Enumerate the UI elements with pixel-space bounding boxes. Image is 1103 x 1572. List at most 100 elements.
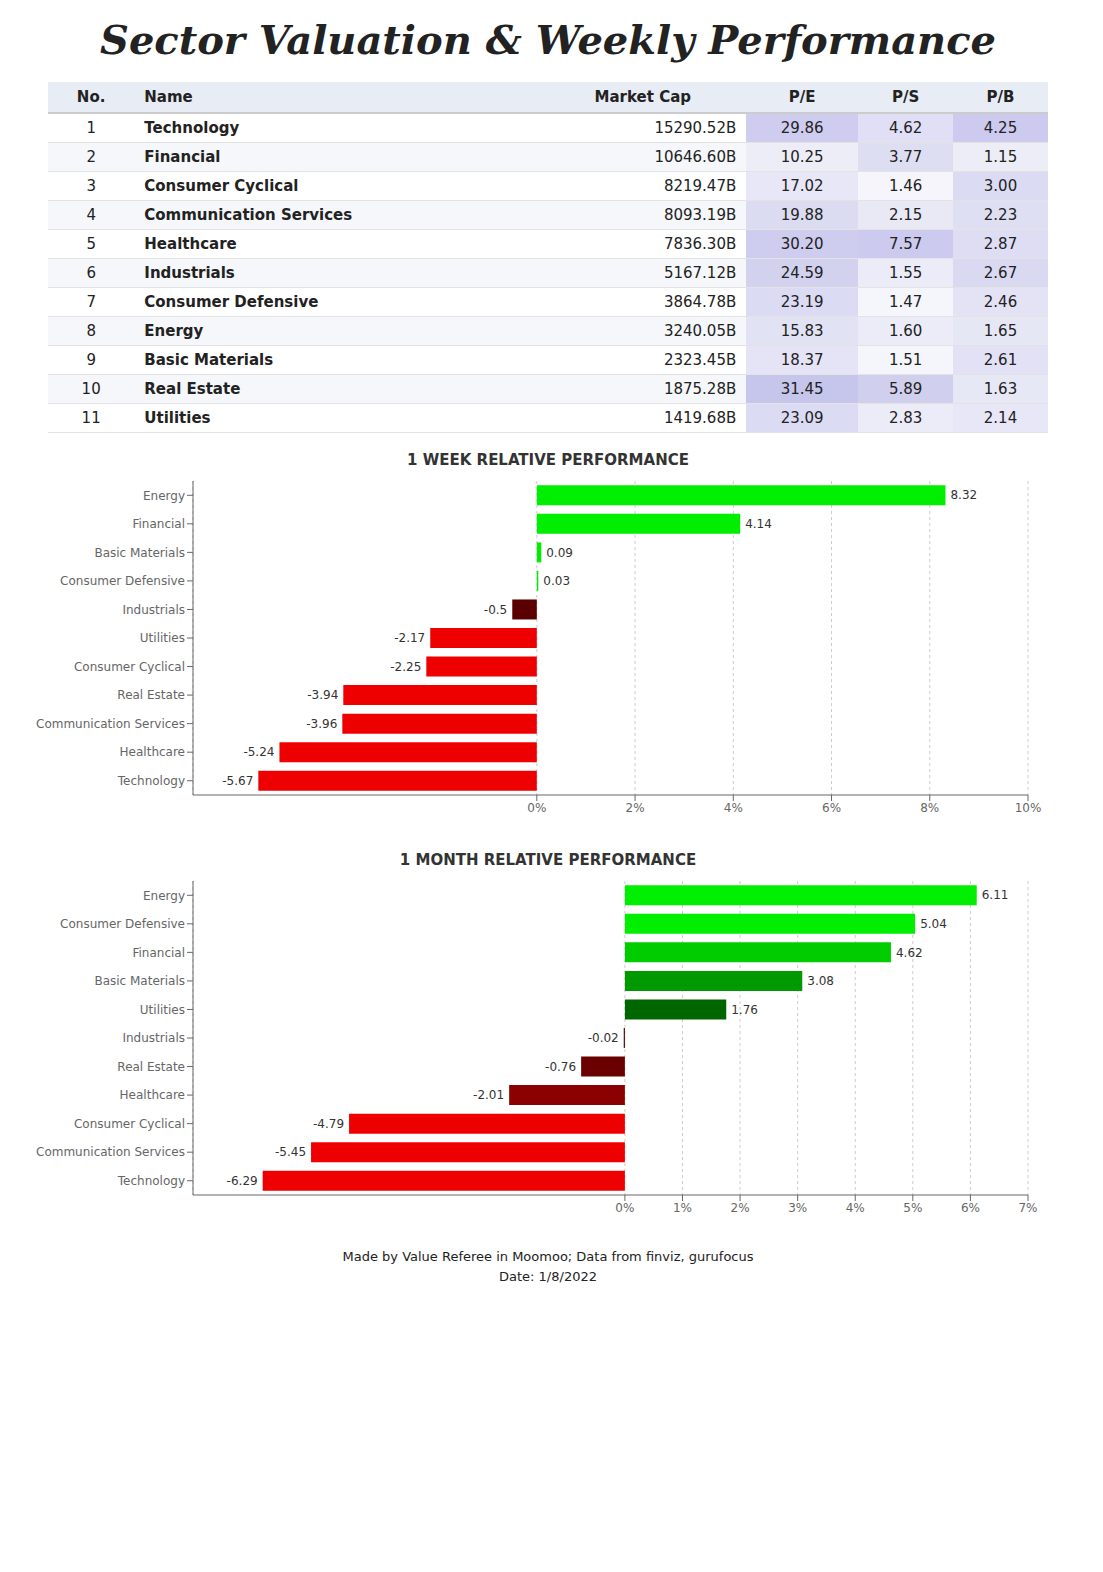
svg-text:Communication Services: Communication Services [36,1145,185,1159]
svg-text:Financial: Financial [132,517,185,531]
svg-text:-2.17: -2.17 [394,631,425,645]
svg-text:Real Estate: Real Estate [117,1060,185,1074]
svg-text:-2.25: -2.25 [390,660,421,674]
svg-text:8%: 8% [920,801,939,815]
html-text:1.47: 1.47 [888,293,923,311]
svg-text:4%: 4% [724,801,743,815]
svg-text:2%: 2% [731,1201,750,1215]
svg-text:Real Estate: Real Estate [117,688,185,702]
svg-text:Consumer Defensive: Consumer Defensive [60,574,185,588]
html-text:10.25: 10.25 [780,148,824,166]
svg-text:3%: 3% [788,1201,807,1215]
svg-text:Utilities: Utilities [140,1003,185,1017]
svg-text:6%: 6% [822,801,841,815]
svg-text:-4.79: -4.79 [313,1117,344,1131]
svg-text:Basic Materials: Basic Materials [94,546,185,560]
svg-text:-0.5: -0.5 [484,603,507,617]
svg-text:Industrials: Industrials [122,1031,185,1045]
svg-text:6.11: 6.11 [982,888,1009,902]
svg-text:Consumer Defensive: Consumer Defensive [60,917,185,931]
html-text:Market Cap: Market Cap [594,88,691,106]
svg-text:Energy: Energy [143,489,185,503]
html-text:3.00: 3.00 [983,177,1018,195]
html-text:15290.52B: 15290.52B [654,119,737,137]
html-text:17.02: 17.02 [780,177,824,195]
html-text:Consumer Cyclical: Consumer Cyclical [144,177,299,195]
html-text:Healthcare: Healthcare [144,235,237,253]
svg-text:0%: 0% [615,1201,634,1215]
html-text:5167.12B: 5167.12B [663,264,737,282]
svg-text:-5.24: -5.24 [243,745,274,759]
html-text:Financial: Financial [144,148,221,166]
html-text:Communication Services: Communication Services [144,206,353,224]
html-text:24.59: 24.59 [780,264,824,282]
svg-text:-0.02: -0.02 [588,1031,619,1045]
svg-text:Industrials: Industrials [122,603,185,617]
svg-text:8.32: 8.32 [950,488,977,502]
html-text:8093.19B: 8093.19B [663,206,737,224]
html-text:Sector Valuation & Weekly Perf: Sector Valuation & Weekly Performance [100,16,996,63]
svg-text:7%: 7% [1018,1201,1037,1215]
html-text:1.15: 1.15 [983,148,1018,166]
svg-text:4%: 4% [846,1201,865,1215]
svg-text:5%: 5% [903,1201,922,1215]
svg-text:-5.45: -5.45 [275,1145,306,1159]
html-text:1.55: 1.55 [888,264,923,282]
html-text:4.25: 4.25 [983,119,1018,137]
svg-text:Consumer Cyclical: Consumer Cyclical [74,1117,185,1131]
html-text:30.20: 30.20 [780,235,824,253]
svg-text:Technology: Technology [117,774,185,788]
html-text:10646.60B: 10646.60B [654,148,737,166]
html-text:19.88: 19.88 [780,206,824,224]
html-text:4.62: 4.62 [888,119,923,137]
svg-text:4.62: 4.62 [896,946,923,960]
svg-text:Basic Materials: Basic Materials [94,974,185,988]
html-text:P/S: P/S [891,88,920,106]
svg-text:Utilities: Utilities [140,631,185,645]
svg-text:4.14: 4.14 [745,517,772,531]
svg-text:-6.29: -6.29 [227,1174,258,1188]
html-text:7836.30B: 7836.30B [663,235,737,253]
svg-text:1%: 1% [673,1201,692,1215]
svg-text:10%: 10% [1015,801,1042,815]
svg-text:-3.94: -3.94 [307,688,338,702]
svg-text:-5.67: -5.67 [222,774,253,788]
html-text:2.46: 2.46 [983,293,1018,311]
svg-text:3.08: 3.08 [807,974,834,988]
html-text:Technology: Technology [144,119,240,137]
svg-text:6%: 6% [961,1201,980,1215]
html-text:Name: Name [144,88,193,106]
svg-text:Technology: Technology [117,1174,185,1188]
svg-text:1.76: 1.76 [731,1003,758,1017]
html-text:Consumer Defensive: Consumer Defensive [144,293,319,311]
svg-text:Communication Services: Communication Services [36,717,185,731]
svg-text:-0.76: -0.76 [545,1060,576,1074]
html-text:2.23: 2.23 [983,206,1018,224]
svg-text:0.09: 0.09 [546,546,573,560]
html-text:29.86: 29.86 [780,119,824,137]
html-text:2.67: 2.67 [983,264,1018,282]
html-text:2.87: 2.87 [983,235,1018,253]
html-text:1.46: 1.46 [888,177,923,195]
svg-text:-2.01: -2.01 [473,1088,504,1102]
html-text:3864.78B: 3864.78B [663,293,737,311]
html-text:Industrials: Industrials [144,264,235,282]
svg-text:Financial: Financial [132,946,185,960]
svg-text:Healthcare: Healthcare [120,1088,185,1102]
svg-text:0.03: 0.03 [543,574,570,588]
html-text:7.57: 7.57 [888,235,923,253]
html-text:P/E: P/E [788,88,816,106]
svg-text:Healthcare: Healthcare [120,745,185,759]
svg-text:2%: 2% [626,801,645,815]
html-text:2.15: 2.15 [888,206,923,224]
svg-text:-3.96: -3.96 [306,717,337,731]
html-text:8219.47B: 8219.47B [663,177,737,195]
svg-text:Energy: Energy [143,889,185,903]
html-text:3.77: 3.77 [888,148,923,166]
html-text:No.: No. [76,88,106,106]
html-text:P/B: P/B [986,88,1015,106]
html-text:23.19: 23.19 [780,293,824,311]
svg-text:0%: 0% [527,801,546,815]
svg-text:5.04: 5.04 [920,917,947,931]
svg-text:Consumer Cyclical: Consumer Cyclical [74,660,185,674]
